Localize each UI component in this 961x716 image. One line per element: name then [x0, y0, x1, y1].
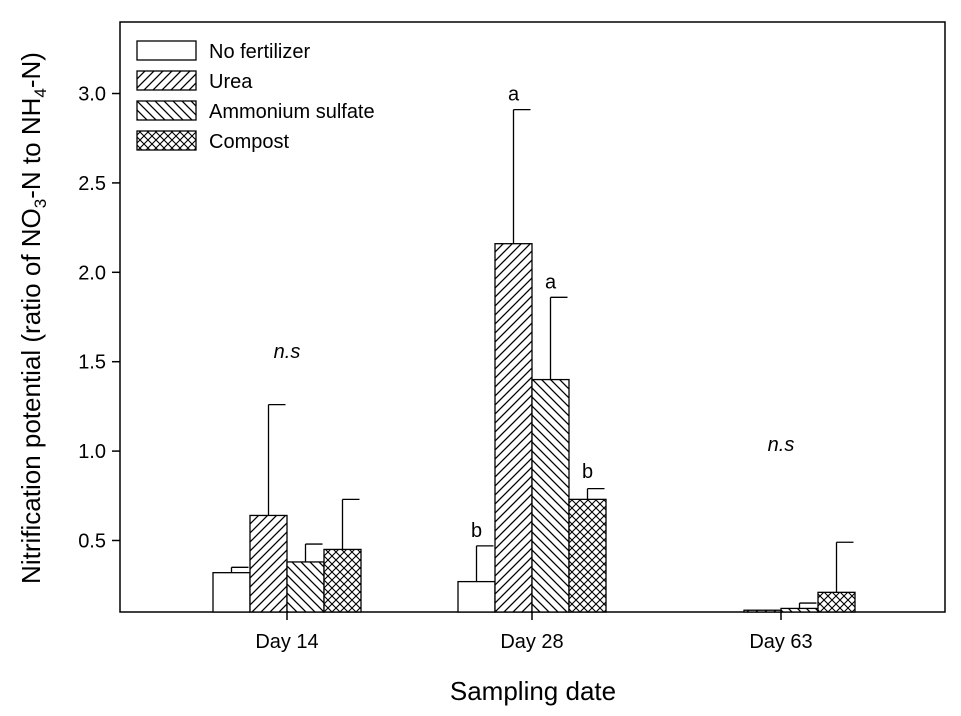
- y-axis: 0.5 1.0 1.5 2.0 2.5 3.0: [78, 84, 120, 552]
- y-tick-label: 0.5: [78, 530, 106, 552]
- y-tick-label: 3.0: [78, 84, 106, 106]
- bar-ammonium-sulfate-day-14: [286, 561, 325, 613]
- error-bars: [230, 108, 854, 609]
- significance-label: b: [582, 461, 593, 483]
- significance-label: b: [471, 520, 482, 542]
- bar-no-fertilizer-day-14: [212, 572, 251, 613]
- x-tick-label: Day 63: [749, 631, 812, 653]
- y-tick-label: 2.5: [78, 173, 106, 195]
- x-axis-title: Sampling date: [450, 676, 616, 706]
- bar-no-fertilizer-day-28: [457, 580, 496, 613]
- legend-swatch: [136, 40, 197, 61]
- x-tick-label: Day 14: [255, 631, 318, 653]
- legend-label: Urea: [209, 71, 253, 93]
- significance-label: n.s: [274, 341, 301, 363]
- bar-urea-day-63: [743, 609, 782, 613]
- legend-swatch: [136, 130, 197, 151]
- bar-ammonium-sulfate-day-28: [531, 378, 570, 613]
- significance-label: a: [545, 271, 557, 293]
- legend-swatch: [136, 70, 197, 91]
- bar-compost-day-14: [323, 548, 362, 613]
- y-tick-label: 2.0: [78, 262, 106, 284]
- y-tick-label: 1.5: [78, 352, 106, 374]
- legend-swatch: [136, 100, 197, 121]
- bar-compost-day-28: [568, 498, 607, 613]
- bar-ammonium-sulfate-day-63: [780, 607, 819, 613]
- bar-compost-day-63: [817, 591, 856, 613]
- x-tick-label: Day 28: [500, 631, 563, 653]
- legend-label: Ammonium sulfate: [209, 101, 375, 123]
- bar-urea-day-14: [249, 514, 288, 613]
- x-axis: Day 14 Day 28 Day 63: [255, 612, 813, 653]
- y-axis-title: Nitrification potential (ratio of NO3-N …: [16, 52, 50, 584]
- legend: No fertilizer Urea Ammonium sulfate Compost: [136, 40, 375, 153]
- significance-label: a: [508, 84, 520, 106]
- y-tick-label: 1.0: [78, 441, 106, 463]
- significance-label: n.s: [768, 434, 795, 456]
- bar-urea-day-28: [494, 243, 533, 613]
- legend-label: Compost: [209, 131, 289, 153]
- annotations: n.s b a a b n.s: [274, 84, 795, 542]
- bars: [212, 243, 856, 613]
- legend-label: No fertilizer: [209, 41, 310, 63]
